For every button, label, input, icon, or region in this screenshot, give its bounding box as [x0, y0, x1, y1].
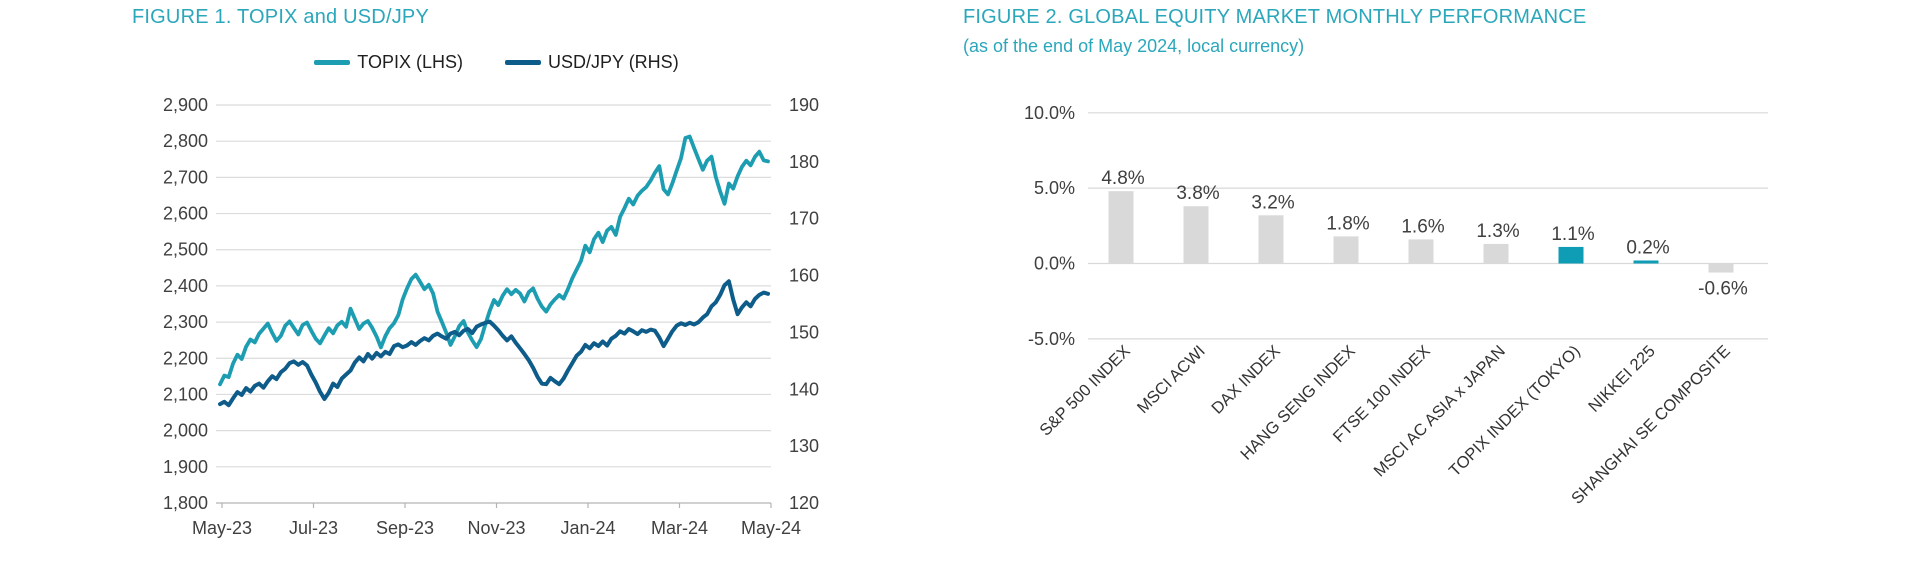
left-axis-tick-label: 2,300 [163, 312, 208, 332]
figure2-bar-chart: 10.0% 5.0% 0.0% -5.0% 4.8% S&P 500 INDEX 3.8% M… [1024, 103, 1768, 508]
left-axis-tick-label: 2,100 [163, 384, 208, 404]
right-axis-tick-label: 150 [789, 322, 819, 342]
left-axis-tick-label: 2,200 [163, 348, 208, 368]
bar [1408, 239, 1434, 264]
bar-value-label: 0.2% [1626, 237, 1669, 258]
x-axis-tick-label: Sep-23 [376, 518, 434, 538]
left-axis-tick-label: 2,400 [163, 276, 208, 296]
right-axis-tick-label: 160 [789, 266, 819, 286]
left-axis-tick-label: 1,900 [163, 457, 208, 477]
category-label: MSCI AC ASIA x JAPAN [1371, 342, 1509, 480]
left-axis-tick-label: 2,600 [163, 204, 208, 224]
topix-legend-swatch [314, 60, 351, 65]
bar-value-label: 1.8% [1326, 213, 1369, 234]
category-label: S&P 500 INDEX [1036, 342, 1133, 439]
right-axis-tick-label: 130 [789, 436, 819, 456]
x-axis-tick-label: Nov-23 [467, 518, 525, 538]
bar [1708, 263, 1734, 273]
x-axis-tick-label: Jan-24 [560, 518, 615, 538]
y-axis-tick-label: 10.0% [1024, 103, 1075, 123]
usdjpy-legend-swatch [505, 60, 541, 65]
category-label: MSCI ACWI [1134, 342, 1209, 417]
right-axis-tick-label: 170 [789, 209, 819, 229]
category-label: TOPIX INDEX (TOKYO) [1446, 342, 1584, 480]
series-line-topix [218, 134, 770, 387]
legend-item-topix: TOPIX (LHS) [314, 52, 463, 73]
figure1-line-chart: 2,900 2,800 2,700 2,600 2,500 2,400 2,300 2,200… [163, 95, 819, 538]
x-axis-tick-label: Jul-23 [289, 518, 338, 538]
topix-legend-label: TOPIX (LHS) [357, 52, 463, 72]
series-line-usdjpy [218, 279, 770, 408]
right-axis-tick-label: 120 [789, 493, 819, 513]
usdjpy-legend-label: USD/JPY (RHS) [548, 52, 679, 72]
bar [1258, 215, 1284, 264]
y-axis-tick-label: 5.0% [1034, 178, 1075, 198]
left-axis-tick-label: 2,700 [163, 167, 208, 187]
bar [1633, 260, 1659, 264]
bar [1183, 206, 1209, 264]
bar [1333, 236, 1359, 264]
figure1-title: FIGURE 1. TOPIX and USD/JPY [132, 6, 429, 28]
left-axis-tick-label: 2,500 [163, 240, 208, 260]
figure2-subtitle: (as of the end of May 2024, local curren… [963, 36, 1305, 56]
bar-value-label: 1.1% [1551, 224, 1594, 245]
right-axis-tick-label: 140 [789, 379, 819, 399]
left-axis-tick-label: 2,900 [163, 95, 208, 115]
bar-value-label: 1.6% [1401, 216, 1444, 237]
bar-value-label: 3.8% [1176, 183, 1219, 204]
y-axis-tick-label: 0.0% [1034, 254, 1075, 274]
x-axis-tick-label: May-23 [192, 518, 252, 538]
category-label: SHANGHAI SE COMPOSITE [1568, 342, 1734, 508]
bar [1108, 191, 1134, 264]
figure1-legend: TOPIX (LHS) USD/JPY (RHS) [222, 52, 771, 73]
x-axis-tick-label: May-24 [741, 518, 801, 538]
y-axis-tick-label: -5.0% [1028, 329, 1075, 349]
figure2-title: FIGURE 2. GLOBAL EQUITY MARKET MONTHLY P… [963, 6, 1587, 28]
bar-value-label: 4.8% [1101, 168, 1144, 189]
left-axis-tick-label: 2,800 [163, 131, 208, 151]
bar-value-label: 1.3% [1476, 221, 1519, 242]
left-axis-tick-label: 2,000 [163, 421, 208, 441]
category-label: NIKKEI 225 [1585, 342, 1659, 416]
bar-value-label: -0.6% [1698, 279, 1748, 300]
bar [1558, 246, 1584, 264]
bar-value-label: 3.2% [1251, 192, 1294, 213]
x-axis-tick-label: Mar-24 [651, 518, 708, 538]
right-axis-tick-label: 190 [789, 95, 819, 115]
bar [1483, 243, 1509, 264]
category-label: DAX INDEX [1208, 342, 1284, 418]
legend-item-usdjpy: USD/JPY (RHS) [505, 52, 679, 73]
right-axis-tick-label: 180 [789, 152, 819, 172]
left-axis-tick-label: 1,800 [163, 493, 208, 513]
